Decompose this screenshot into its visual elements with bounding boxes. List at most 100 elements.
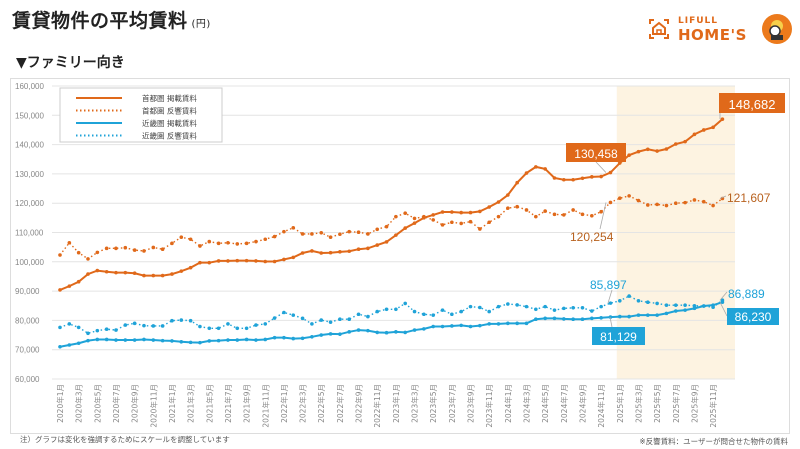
data-point: [142, 323, 146, 328]
data-point: [627, 294, 631, 298]
data-point: [608, 170, 613, 175]
data-point: [319, 230, 324, 235]
data-point: [664, 311, 669, 316]
data-point: [478, 305, 482, 310]
data-point: [403, 226, 408, 230]
data-point: [664, 303, 669, 307]
x-tick-label: 2021年9月: [242, 384, 252, 423]
data-point: [160, 273, 165, 278]
data-point: [459, 309, 463, 314]
annotation-box: [719, 93, 785, 113]
data-point: [291, 336, 296, 341]
data-point: [244, 326, 249, 331]
data-point: [356, 328, 361, 332]
annotation-label: 85,897: [590, 278, 627, 292]
data-point: [683, 308, 687, 312]
data-point: [534, 214, 538, 219]
data-point: [440, 308, 445, 312]
data-point: [160, 324, 165, 328]
data-point: [198, 244, 202, 248]
x-tick-label: 2022年1月: [279, 384, 289, 423]
data-point: [188, 237, 193, 242]
data-point: [627, 153, 631, 157]
x-tick-label: 2022年11月: [372, 384, 382, 428]
data-point: [701, 304, 706, 308]
data-point: [683, 303, 687, 307]
annotation-leader: [719, 301, 728, 317]
x-tick-label: 2022年3月: [298, 384, 308, 423]
data-point: [431, 324, 436, 329]
data-point: [58, 325, 62, 330]
data-point: [328, 332, 333, 336]
data-point: [170, 272, 174, 276]
data-point: [114, 270, 118, 275]
data-point: [412, 216, 417, 221]
x-tick-label: 2024年5月: [540, 384, 550, 423]
data-point: [67, 322, 72, 326]
data-point: [291, 226, 296, 230]
data-point: [664, 147, 669, 151]
x-tick-label: 2022年7月: [335, 384, 345, 423]
data-point: [524, 171, 529, 175]
x-tick-label: 2024年11月: [596, 384, 606, 428]
data-point: [104, 269, 109, 274]
data-point: [123, 338, 128, 342]
x-tick-label: 2023年7月: [447, 384, 457, 423]
data-point: [618, 196, 622, 201]
data-point: [160, 247, 165, 252]
data-point: [151, 273, 156, 278]
data-point: [254, 259, 258, 263]
data-point: [450, 210, 454, 214]
data-point: [636, 198, 641, 203]
data-point: [468, 219, 473, 224]
data-point: [636, 298, 641, 303]
data-point: [216, 326, 221, 331]
data-point: [282, 257, 286, 262]
data-point: [123, 270, 128, 275]
data-point: [562, 177, 566, 182]
data-point: [655, 301, 659, 306]
data-point: [347, 317, 352, 322]
data-point: [655, 202, 659, 207]
data-point: [216, 338, 221, 343]
data-point: [580, 212, 585, 217]
data-point: [310, 249, 314, 253]
data-point: [571, 208, 575, 212]
data-point: [347, 229, 352, 234]
data-point: [95, 268, 100, 273]
data-point: [76, 250, 81, 255]
data-point: [338, 317, 342, 322]
data-point: [599, 315, 603, 320]
data-point: [179, 318, 184, 322]
x-tick-label: 2020年1月: [55, 384, 65, 423]
data-point: [403, 211, 408, 215]
annotation-box: [592, 327, 645, 345]
data-point: [645, 147, 650, 152]
data-point: [263, 237, 268, 242]
data-point: [254, 338, 258, 342]
data-point: [179, 269, 184, 273]
data-point: [188, 318, 193, 323]
data-point: [552, 212, 557, 217]
page-title: 賃貸物件の平均賃料 (円): [12, 6, 211, 33]
data-point: [515, 303, 519, 307]
y-tick-label: 150,000: [15, 111, 44, 120]
data-point: [478, 227, 482, 231]
data-point: [487, 220, 491, 225]
data-point: [450, 324, 454, 328]
data-point: [384, 240, 389, 244]
data-point: [431, 313, 436, 317]
data-point: [226, 322, 230, 326]
chart-subtitle: ▼ファミリー向き: [16, 55, 125, 71]
data-point: [188, 340, 193, 345]
data-point: [394, 307, 398, 312]
data-point: [673, 303, 678, 307]
x-tick-label: 2023年3月: [410, 384, 420, 423]
data-point: [711, 125, 715, 130]
x-tick-label: 2020年5月: [92, 384, 102, 423]
data-point: [450, 220, 454, 225]
data-point: [608, 301, 613, 305]
data-point: [310, 322, 314, 326]
data-point: [720, 117, 725, 121]
data-point: [207, 326, 212, 331]
